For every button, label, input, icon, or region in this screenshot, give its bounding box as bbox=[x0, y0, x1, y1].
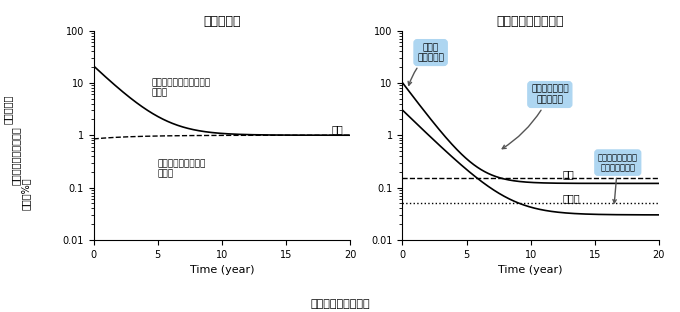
Text: 比率（%）: 比率（%） bbox=[21, 177, 31, 210]
Text: 事故直後の: 事故直後の bbox=[3, 95, 13, 124]
Text: 事故後の年数（年）: 事故後の年数（年） bbox=[310, 299, 370, 309]
Text: コナラは吸収量が
排出量を上回る: コナラは吸収量が 排出量を上回る bbox=[598, 153, 638, 203]
Text: 森林内の循環が
平衡状態に: 森林内の循環が 平衡状態に bbox=[503, 85, 568, 149]
Title: スギ一斉林: スギ一斉林 bbox=[203, 15, 241, 28]
Text: 総セシウム量に対する: 総セシウム量に対する bbox=[11, 127, 20, 185]
X-axis label: Time (year): Time (year) bbox=[498, 265, 563, 275]
Text: スギ: スギ bbox=[332, 124, 343, 134]
Text: マツ: マツ bbox=[562, 169, 575, 179]
Text: コナラ: コナラ bbox=[562, 193, 580, 203]
Text: 樹木による根からの
吸収量: 樹木による根からの 吸収量 bbox=[158, 159, 206, 178]
X-axis label: Time (year): Time (year) bbox=[190, 265, 254, 275]
Text: 樹木からの落葉等による
排出量: 樹木からの落葉等による 排出量 bbox=[152, 78, 211, 98]
Title: コナラ・マツ混交林: コナラ・マツ混交林 bbox=[497, 15, 564, 28]
Text: 初期は
大きく排出: 初期は 大きく排出 bbox=[408, 43, 444, 85]
